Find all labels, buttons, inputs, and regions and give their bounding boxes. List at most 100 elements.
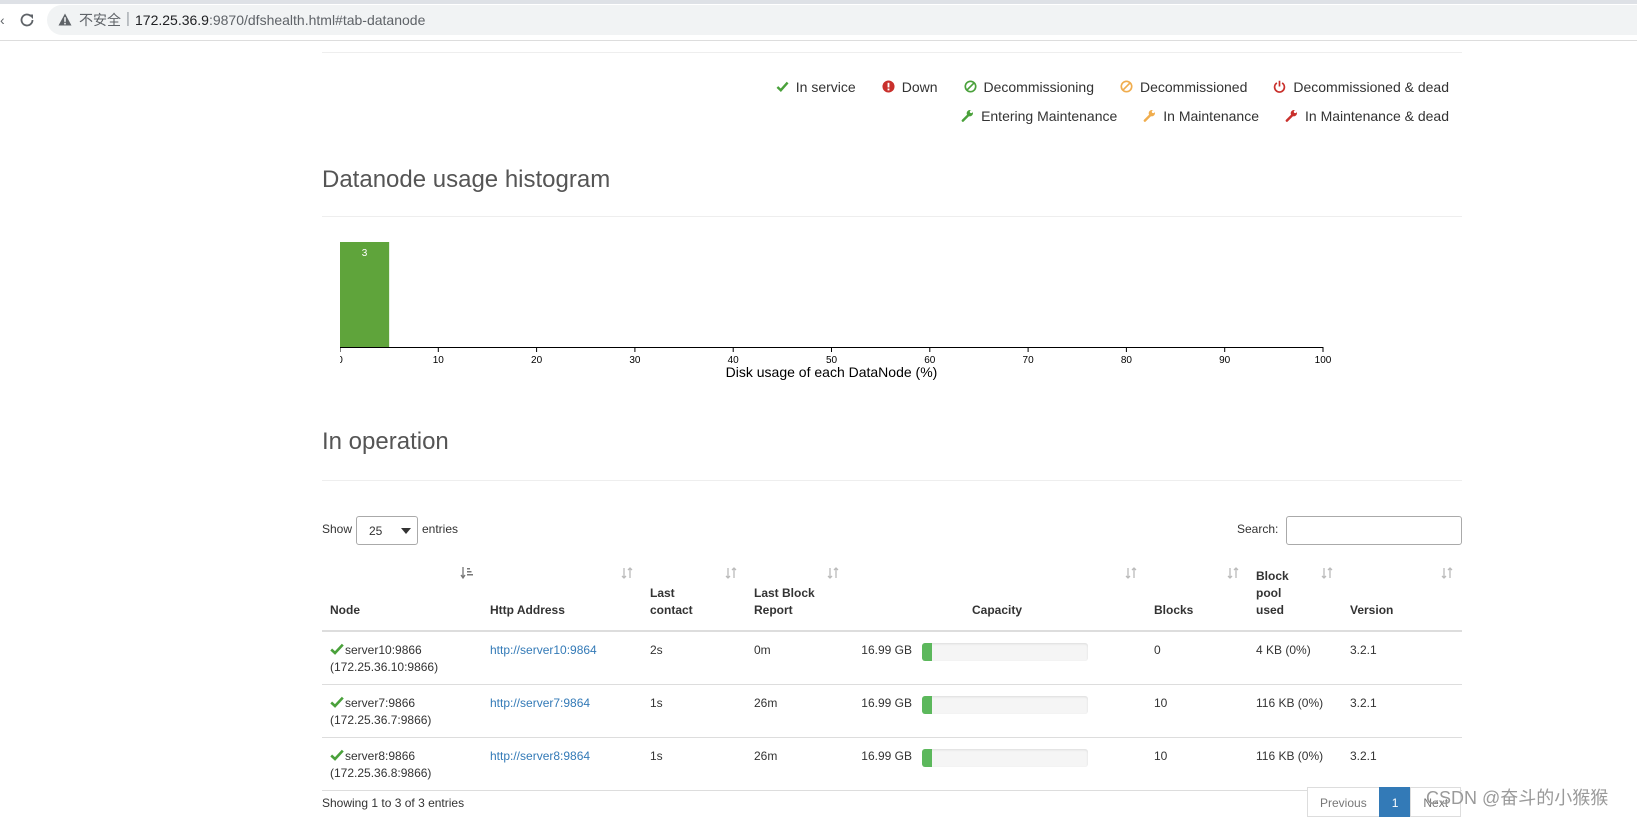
capacity-value: 16.99 GB <box>861 643 912 657</box>
back-button-edge[interactable]: ‹ <box>0 12 5 28</box>
legend-label: Entering Maintenance <box>981 107 1118 124</box>
url-text[interactable]: 172.25.36.9:9870/dfshealth.html#tab-data… <box>135 10 425 30</box>
cell-capacity: 16.99 GB <box>848 684 1146 738</box>
page-1-button[interactable]: 1 <box>1378 787 1412 817</box>
cell-blocks: 10 <box>1146 737 1248 791</box>
cell-version: 3.2.1 <box>1342 737 1462 791</box>
next-page-button[interactable]: Next <box>1410 787 1462 817</box>
check-icon <box>776 81 789 92</box>
capacity-value: 16.99 GB <box>861 749 912 763</box>
col-header-last-block-report[interactable]: Last Block Report <box>746 562 848 632</box>
sort-both-icon <box>827 567 839 579</box>
address-bar[interactable] <box>47 5 1637 35</box>
cell-capacity: 16.99 GB <box>848 631 1146 685</box>
table-row: server10:9866 (172.25.36.10:9866) http://… <box>322 631 1462 685</box>
url-host: 172.25.36.9 <box>135 12 209 28</box>
insecure-label[interactable]: 不安全 <box>79 12 121 28</box>
cell-node: server7:9866 (172.25.36.7:9866) <box>322 684 482 738</box>
col-header-label: Capacity <box>971 603 1023 617</box>
ban-circle-icon <box>963 80 977 93</box>
search-input[interactable] <box>1286 516 1462 545</box>
wrench-icon <box>1285 110 1297 122</box>
x-tick-label: 0 <box>340 355 343 366</box>
capacity-progress-fill <box>922 696 932 714</box>
sort-asc-icon <box>460 567 473 580</box>
cell-last-block-report: 26m <box>746 684 848 738</box>
sort-both-icon <box>725 567 737 579</box>
check-icon <box>330 696 344 708</box>
cell-last-contact: 2s <box>642 631 746 685</box>
col-header-capacity[interactable]: Capacity <box>848 562 1146 632</box>
node-ip: (172.25.36.8:9866) <box>330 766 432 780</box>
http-address-link[interactable]: http://server10:9864 <box>490 643 597 657</box>
node-ip: (172.25.36.7:9866) <box>330 713 432 727</box>
node-ip: (172.25.36.10:9866) <box>330 660 439 674</box>
section-divider <box>322 52 1462 53</box>
cell-block-pool-used: 4 KB (0%) <box>1248 631 1342 685</box>
exclamation-circle-icon <box>882 80 895 93</box>
legend-label: Decommissioning <box>983 78 1094 95</box>
wrench-icon <box>1143 110 1156 122</box>
entries-label: entries <box>422 522 459 536</box>
col-header-version[interactable]: Version <box>1342 562 1462 632</box>
col-header-label: Node <box>330 603 360 617</box>
capacity-value: 16.99 GB <box>861 696 912 710</box>
http-address-link[interactable]: http://server8:9864 <box>490 749 591 763</box>
table-header-row: Node Http Address Last contact Last Bloc… <box>322 562 1462 632</box>
cell-version: 3.2.1 <box>1342 631 1462 685</box>
histogram-bar <box>340 242 390 347</box>
cell-block-pool-used: 116 KB (0%) <box>1248 737 1342 791</box>
url-path: :9870/dfshealth.html#tab-datanode <box>208 12 426 28</box>
col-header-last-contact[interactable]: Last contact <box>642 562 746 632</box>
browser-toolbar: ‹ 不安全 | 172.25.36.9:9870/dfshealth.html#… <box>0 0 1637 41</box>
cell-last-contact: 1s <box>642 684 746 738</box>
x-tick-label: 30 <box>629 355 641 366</box>
url-separator: | <box>126 10 130 27</box>
col-header-label: Version <box>1350 603 1394 617</box>
cell-last-contact: 1s <box>642 737 746 791</box>
sort-both-icon <box>621 567 633 579</box>
bar-count-label: 3 <box>362 248 368 259</box>
x-tick-label: 20 <box>531 355 543 366</box>
cell-http-address: http://server10:9864 <box>482 631 642 685</box>
pagination: Previous 1 Next <box>1307 787 1462 817</box>
cell-blocks: 10 <box>1146 684 1248 738</box>
capacity-progress-fill <box>922 643 932 661</box>
legend-label: In Maintenance & dead <box>1305 107 1449 124</box>
x-axis-title: Disk usage of each DataNode (%) <box>726 364 938 380</box>
show-label: Show <box>322 522 353 536</box>
datanode-table: Node Http Address Last contact Last Bloc… <box>322 562 1462 791</box>
x-tick-label: 70 <box>1023 355 1035 366</box>
page-length-select[interactable]: 25 <box>356 516 418 545</box>
col-header-label: Last contact <box>650 586 693 617</box>
section-divider <box>322 216 1462 217</box>
legend-item: Decommissioning <box>963 78 1094 95</box>
col-header-node[interactable]: Node <box>322 562 482 632</box>
col-header-http-address[interactable]: Http Address <box>482 562 642 632</box>
col-header-label: Last Block Report <box>754 586 815 617</box>
histogram-title: Datanode usage histogram <box>322 166 611 193</box>
col-header-block-pool-used[interactable]: Block pool used <box>1248 562 1342 632</box>
cell-node: server10:9866 (172.25.36.10:9866) <box>322 631 482 685</box>
power-off-icon <box>1274 80 1286 93</box>
legend-item: Entering Maintenance <box>961 108 1117 124</box>
warning-triangle-icon[interactable] <box>58 13 72 26</box>
col-header-blocks[interactable]: Blocks <box>1146 562 1248 632</box>
table-row: server8:9866 (172.25.36.8:9866) http://se… <box>322 737 1462 791</box>
legend-row: Entering Maintenance In Maintenance In Mai… <box>549 101 1449 130</box>
col-header-label: Block pool used <box>1256 569 1289 617</box>
reload-icon[interactable] <box>18 11 36 29</box>
legend-label: Decommissioned <box>1139 78 1248 95</box>
http-address-link[interactable]: http://server7:9864 <box>490 696 591 710</box>
legend-item: In Maintenance & dead <box>1285 108 1449 124</box>
previous-page-button[interactable]: Previous <box>1307 787 1380 817</box>
legend-item: Decommissioned <box>1120 79 1247 95</box>
cell-capacity: 16.99 GB <box>848 737 1146 791</box>
legend-item: In service <box>776 79 856 95</box>
cell-blocks: 0 <box>1146 631 1248 685</box>
status-legend: In service Down Decommissioning Decommissio… <box>549 72 1449 130</box>
table-row: server7:9866 (172.25.36.7:9866) http://se… <box>322 684 1462 738</box>
x-tick-label: 10 <box>433 355 445 366</box>
sort-both-icon <box>1441 567 1453 579</box>
cell-block-pool-used: 116 KB (0%) <box>1248 684 1342 738</box>
